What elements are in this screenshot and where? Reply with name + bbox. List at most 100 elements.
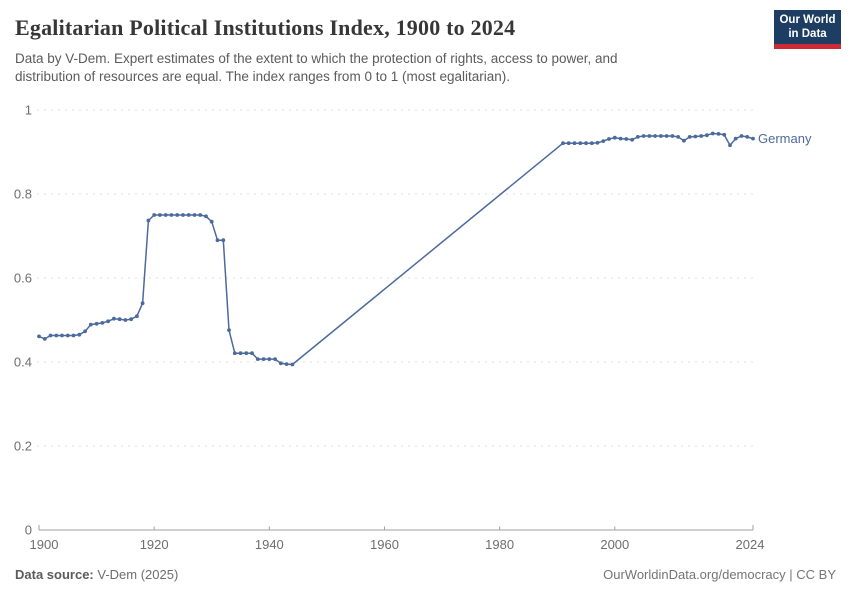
data-point bbox=[117, 317, 122, 322]
x-axis-label: 2000 bbox=[600, 537, 629, 552]
chart-footer: Data source: V-Dem (2025) OurWorldinData… bbox=[15, 567, 836, 582]
data-point bbox=[129, 317, 134, 322]
data-point bbox=[232, 351, 237, 356]
chart-header: Egalitarian Political Institutions Index… bbox=[15, 14, 765, 87]
data-point bbox=[630, 137, 634, 142]
data-point bbox=[192, 213, 197, 217]
y-axis-label: 0.8 bbox=[14, 187, 32, 202]
data-point bbox=[290, 362, 295, 367]
data-source: Data source: V-Dem (2025) bbox=[15, 567, 178, 582]
data-point bbox=[710, 131, 715, 136]
data-point bbox=[112, 316, 116, 321]
data-point bbox=[209, 219, 214, 224]
data-point bbox=[705, 133, 709, 138]
data-point bbox=[601, 139, 606, 144]
data-point bbox=[152, 213, 157, 217]
data-point bbox=[578, 141, 583, 146]
owid-url-link[interactable]: OurWorldinData.org/democracy | CC BY bbox=[603, 567, 836, 582]
y-axis-label: 0.2 bbox=[14, 439, 32, 454]
data-point bbox=[584, 141, 588, 146]
data-point bbox=[733, 136, 738, 141]
data-source-value: V-Dem (2025) bbox=[93, 567, 179, 582]
data-point bbox=[158, 213, 162, 217]
data-point bbox=[745, 135, 750, 139]
data-point bbox=[659, 134, 663, 138]
data-point bbox=[163, 213, 168, 217]
data-point bbox=[65, 333, 70, 338]
data-point bbox=[48, 333, 53, 338]
data-point bbox=[693, 134, 698, 139]
data-point bbox=[135, 314, 139, 319]
data-point bbox=[37, 334, 41, 339]
owid-logo-line1: Our World bbox=[779, 14, 836, 26]
data-point bbox=[641, 134, 646, 138]
data-point bbox=[100, 321, 105, 325]
x-axis-label: 2024 bbox=[736, 537, 765, 552]
data-point bbox=[647, 134, 652, 138]
data-point bbox=[739, 134, 744, 138]
data-point bbox=[42, 337, 47, 341]
data-point bbox=[169, 213, 174, 217]
data-point bbox=[146, 218, 151, 223]
data-point bbox=[227, 328, 231, 332]
data-point bbox=[255, 357, 260, 361]
y-axis-label: 1 bbox=[25, 103, 32, 118]
data-point bbox=[607, 137, 611, 141]
data-point bbox=[284, 362, 289, 366]
data-point bbox=[106, 319, 110, 324]
data-point bbox=[181, 213, 185, 217]
x-axis-label: 1900 bbox=[30, 537, 59, 552]
data-point bbox=[186, 213, 191, 217]
data-point bbox=[722, 132, 727, 137]
series-line bbox=[38, 132, 754, 366]
data-point bbox=[198, 213, 203, 217]
x-axis-label: 1920 bbox=[140, 537, 169, 552]
data-point bbox=[175, 213, 180, 217]
data-point bbox=[728, 143, 732, 148]
y-axis-label: 0.4 bbox=[14, 355, 32, 370]
data-point bbox=[687, 135, 692, 139]
data-point bbox=[566, 141, 571, 146]
data-point bbox=[250, 351, 254, 356]
data-point bbox=[751, 136, 755, 141]
series-end-label: Germany bbox=[758, 131, 812, 146]
data-point bbox=[60, 333, 64, 338]
data-point bbox=[83, 329, 87, 334]
data-point bbox=[595, 140, 600, 145]
data-point bbox=[123, 318, 128, 322]
data-point bbox=[221, 238, 226, 243]
data-source-label: Data source: bbox=[15, 567, 94, 582]
data-point bbox=[612, 135, 617, 140]
x-axis-label: 1960 bbox=[370, 537, 399, 552]
data-point bbox=[682, 138, 686, 143]
y-axis-label: 0.6 bbox=[14, 271, 32, 286]
data-point bbox=[664, 134, 669, 138]
data-point bbox=[54, 333, 59, 338]
chart-subtitle: Data by V-Dem. Expert estimates of the e… bbox=[15, 50, 618, 85]
data-point bbox=[561, 141, 565, 146]
data-point bbox=[88, 322, 93, 327]
data-point bbox=[278, 361, 283, 366]
y-axis-label: 0 bbox=[25, 523, 32, 538]
data-point bbox=[238, 351, 243, 356]
chart-title: Egalitarian Political Institutions Index… bbox=[15, 15, 516, 40]
data-point bbox=[676, 135, 680, 139]
data-point bbox=[589, 141, 594, 146]
data-point bbox=[71, 333, 76, 338]
data-point bbox=[77, 332, 82, 337]
owid-logo: Our World in Data bbox=[774, 10, 841, 49]
data-point bbox=[653, 134, 657, 138]
data-point bbox=[204, 214, 208, 219]
data-point bbox=[273, 357, 277, 361]
data-point bbox=[215, 238, 220, 243]
data-point bbox=[618, 136, 623, 141]
data-point bbox=[140, 301, 145, 306]
data-point bbox=[244, 351, 249, 356]
x-axis-label: 1980 bbox=[485, 537, 514, 552]
data-point bbox=[635, 135, 640, 139]
data-point bbox=[572, 141, 577, 146]
data-point bbox=[716, 132, 721, 136]
owid-logo-line2: in Data bbox=[788, 27, 827, 40]
